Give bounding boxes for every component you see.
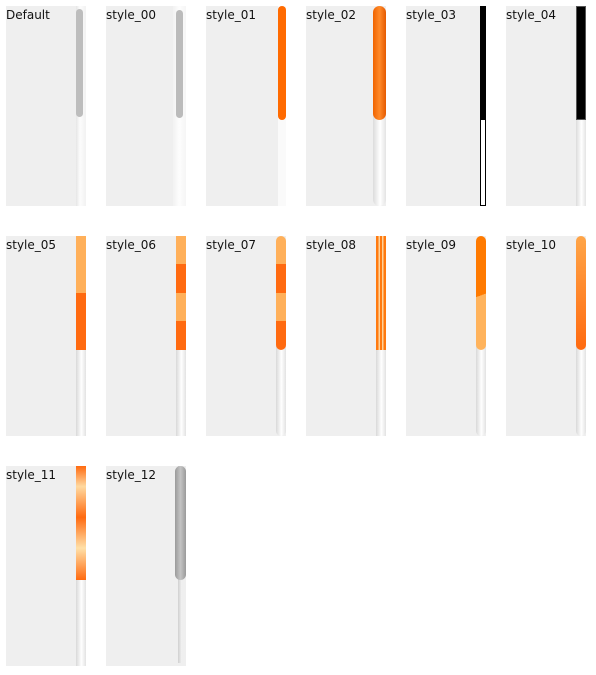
scrollbar-thumb[interactable] (476, 236, 486, 350)
scroll-demo-style-09: style_09 (406, 236, 486, 436)
demo-label: style_06 (106, 238, 157, 252)
scrollbar-thumb[interactable] (76, 466, 86, 580)
scrollbar-thumb[interactable] (176, 10, 183, 118)
scroll-demo-style-00: style_00 (106, 6, 186, 206)
scroll-demo-style-01: style_01 (206, 6, 286, 206)
scrollbar-thumb[interactable] (76, 236, 86, 350)
demo-label: style_07 (206, 238, 257, 252)
scroll-demo-style-03: style_03 (406, 6, 486, 206)
demo-label: style_05 (6, 238, 57, 252)
scroll-demo-style-10: style_10 (506, 236, 586, 436)
demo-label: style_10 (506, 238, 557, 252)
scroll-demo-style-08: style_08 (306, 236, 386, 436)
scrollbar-thumb[interactable] (376, 236, 386, 350)
demo-label: style_01 (206, 8, 257, 22)
scrollbar-thumb[interactable] (373, 6, 386, 120)
demo-label: style_12 (106, 468, 157, 482)
scroll-demo-style-12: style_12 (106, 466, 186, 666)
demo-label: style_03 (406, 8, 457, 22)
demo-label: style_00 (106, 8, 157, 22)
scrollbar-thumb[interactable] (576, 236, 586, 350)
scrollbar-thumb[interactable] (276, 236, 286, 350)
scroll-demo-style-06: style_06 (106, 236, 186, 436)
demo-label: style_02 (306, 8, 357, 22)
demo-label: style_11 (6, 468, 57, 482)
scroll-demo-style-02: style_02 (306, 6, 386, 206)
scroll-demo-style-07: style_07 (206, 236, 286, 436)
scrollbar-thumb[interactable] (576, 6, 586, 120)
scrollbar-thumb[interactable] (278, 6, 286, 120)
demo-label: style_09 (406, 238, 457, 252)
scrollbar-thumb[interactable] (176, 236, 186, 350)
scroll-demo-style-11: style_11 (6, 466, 86, 666)
demo-label: style_04 (506, 8, 557, 22)
scrollbar-thumb[interactable] (76, 9, 83, 117)
scrollbar-thumb[interactable] (175, 466, 186, 580)
scrollbar-thumb[interactable] (480, 6, 486, 120)
scroll-demo-style-05: style_05 (6, 236, 86, 436)
demo-label: Default (6, 8, 50, 22)
demo-label: style_08 (306, 238, 357, 252)
scroll-demo-style-04: style_04 (506, 6, 586, 206)
scroll-demo-default: Default (6, 6, 86, 206)
